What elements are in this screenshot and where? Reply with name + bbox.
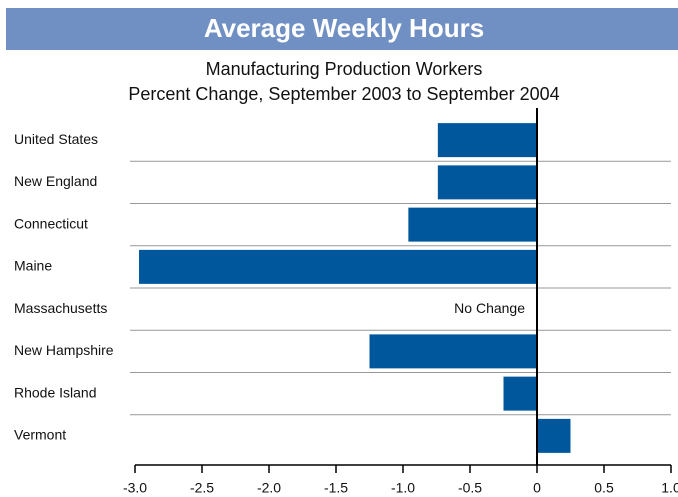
bar — [369, 334, 537, 369]
x-tick-label: -3.0 — [123, 480, 147, 496]
title-banner — [6, 8, 678, 50]
y-tick-label: Rhode Island — [14, 384, 97, 400]
y-tick-label: Massachusetts — [14, 300, 107, 316]
x-tick-label: 1.0 — [661, 480, 678, 496]
x-tick-label: -1.0 — [391, 480, 415, 496]
x-tick-label: 0.5 — [594, 480, 614, 496]
annotation: No Change — [454, 300, 525, 316]
y-tick-label: New Hampshire — [14, 342, 114, 358]
x-tick-label: 0 — [533, 480, 541, 496]
bar — [437, 123, 537, 158]
bar — [139, 249, 537, 284]
subtitle: Percent Change, September 2003 to Septem… — [128, 84, 559, 104]
y-tick-label: Connecticut — [14, 215, 88, 231]
y-tick-label: United States — [14, 131, 98, 147]
bar — [503, 376, 537, 411]
subtitle: Manufacturing Production Workers — [206, 59, 483, 79]
bar — [408, 207, 537, 242]
y-tick-label: Maine — [14, 258, 52, 274]
chart-title: Average Weekly Hours — [204, 13, 484, 43]
x-tick-label: -0.5 — [458, 480, 482, 496]
bar — [437, 165, 537, 200]
x-tick-label: -2.5 — [190, 480, 214, 496]
y-tick-label: New England — [14, 173, 97, 189]
y-tick-label: Vermont — [14, 427, 66, 443]
x-tick-label: -1.5 — [324, 480, 348, 496]
bar — [537, 418, 571, 453]
x-tick-label: -2.0 — [257, 480, 281, 496]
